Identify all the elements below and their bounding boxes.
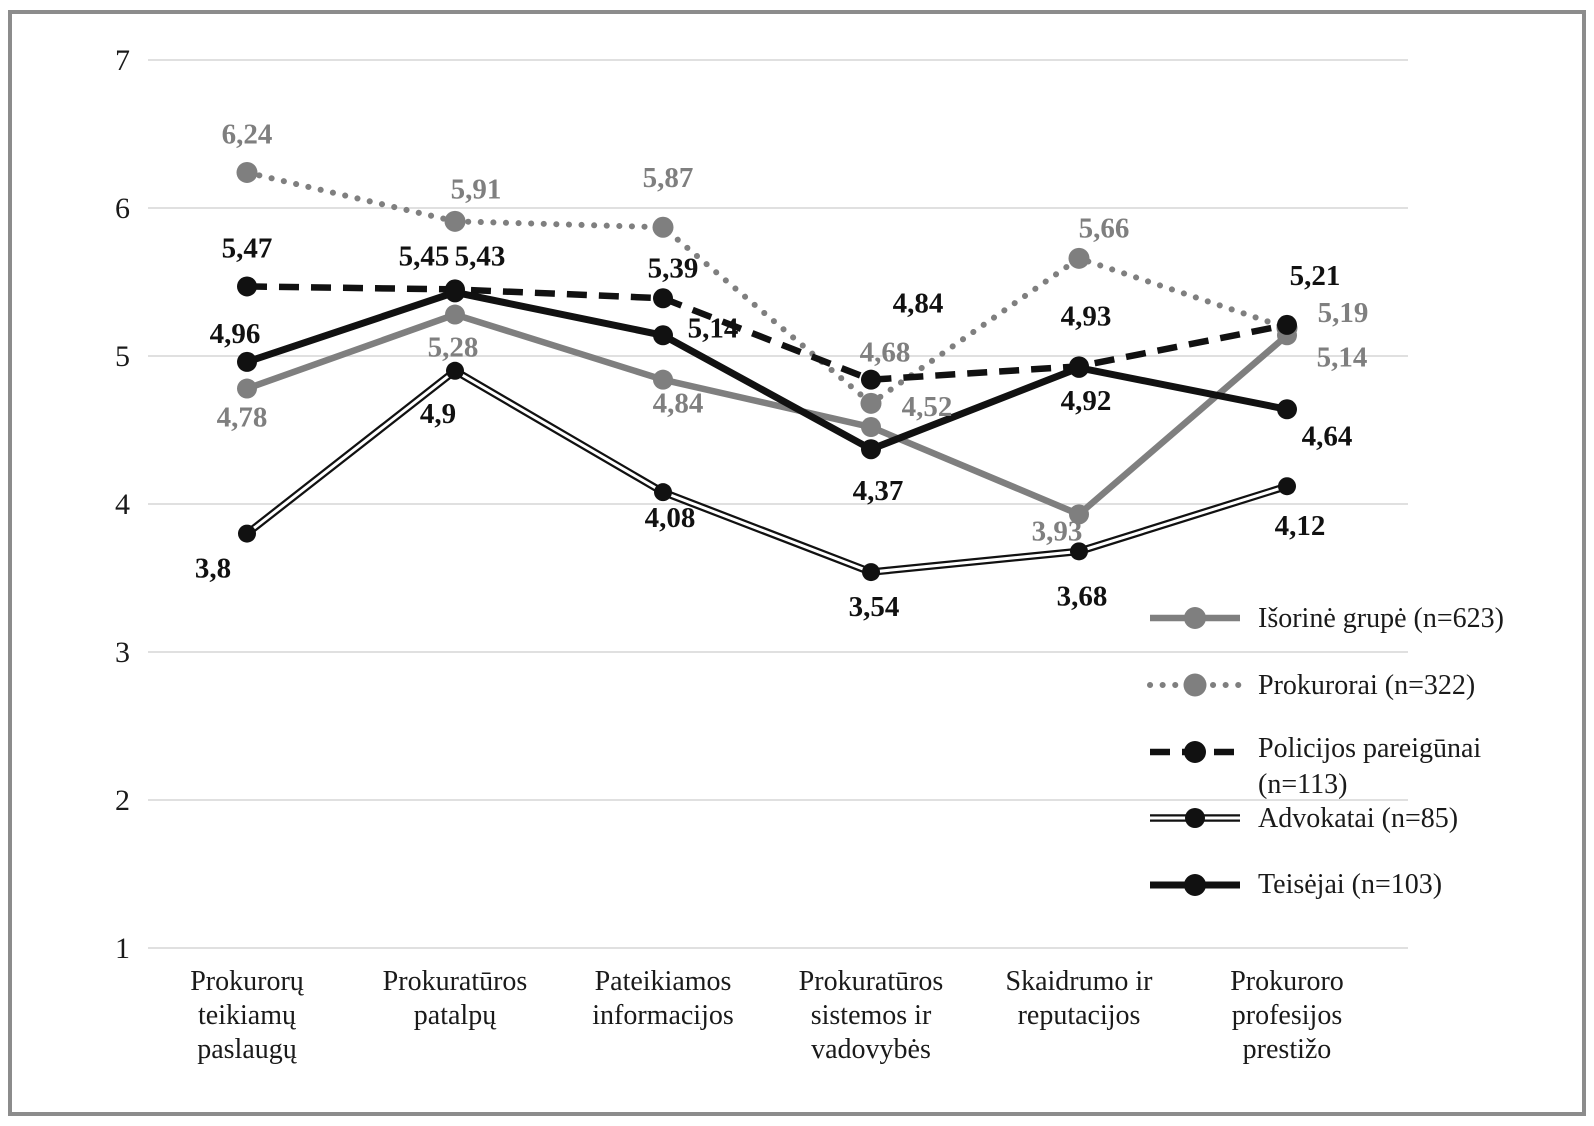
y-axis-tick-2: 2 xyxy=(115,784,130,817)
data-label-isorine-6: 5,14 xyxy=(1317,341,1368,373)
data-label-advokatai-2: 4,9 xyxy=(420,398,456,430)
data-label-isorine-1: 4,78 xyxy=(217,402,268,434)
series-prokurorai-line xyxy=(244,169,1290,407)
series-policijos-line xyxy=(246,283,1288,383)
data-point-advokatai-6 xyxy=(1278,477,1296,496)
figure-frame xyxy=(8,10,1586,1116)
data-point-prokurorai-4 xyxy=(860,392,882,414)
data-point-policijos-3 xyxy=(653,288,673,309)
data-label-isorine-3: 4,84 xyxy=(653,388,704,420)
data-point-isorine-5 xyxy=(1069,504,1089,525)
series-isorine-line xyxy=(245,311,1290,518)
series-teisejai-line xyxy=(245,288,1288,453)
legend-item-policijos: Policijos pareigūnai xyxy=(1258,733,1481,764)
y-axis-tick-6: 6 xyxy=(115,192,130,225)
data-label-advokatai-6: 4,12 xyxy=(1275,510,1326,542)
data-point-prokurorai-3 xyxy=(652,216,674,238)
data-point-prokurorai-1 xyxy=(236,161,258,183)
y-axis-tick-5: 5 xyxy=(115,340,130,373)
x-axis-label-4: Prokuratūros sistemos ir vadovybės xyxy=(799,966,944,1065)
data-label-advokatai-3: 4,08 xyxy=(645,502,696,534)
data-point-isorine-2 xyxy=(445,304,465,325)
data-label-isorine-2: 5,28 xyxy=(428,332,479,364)
data-label-prokurorai-1: 6,24 xyxy=(222,118,273,150)
data-point-teisejai-3 xyxy=(653,325,673,346)
data-label-isorine-4: 4,52 xyxy=(902,391,953,423)
data-label-advokatai-4: 3,54 xyxy=(849,591,900,623)
legend-marker-prokurorai xyxy=(1183,673,1207,697)
data-label-teisejai-3: 5,14 xyxy=(688,312,739,344)
data-point-teisejai-2 xyxy=(445,282,465,303)
data-point-advokatai-5 xyxy=(1070,542,1088,561)
data-label-policijos-1: 5,47 xyxy=(222,232,273,264)
data-label-policijos-2: 5,45 xyxy=(399,240,450,272)
x-axis-label-1: Prokurorų teikiamų paslaugų xyxy=(190,966,305,1065)
series-advokatai-inner-line xyxy=(246,369,1288,574)
data-point-policijos-6 xyxy=(1277,314,1297,335)
legend-item-policijos: (n=113) xyxy=(1258,769,1347,800)
legend-marker-isorine xyxy=(1184,607,1206,629)
data-label-advokatai-5: 3,68 xyxy=(1057,580,1108,612)
data-point-isorine-4 xyxy=(861,417,881,438)
data-label-policijos-4: 4,84 xyxy=(893,288,944,320)
x-axis-label-6: Prokuroro profesijos prestižo xyxy=(1230,966,1344,1065)
y-axis-tick-7: 7 xyxy=(115,44,130,77)
data-point-advokatai-1 xyxy=(238,524,256,543)
y-axis-tick-1: 1 xyxy=(115,932,130,965)
legend-item-teisejai: Teisėjai (n=103) xyxy=(1258,869,1442,900)
data-point-teisejai-1 xyxy=(237,351,257,372)
data-point-policijos-4 xyxy=(861,369,881,390)
data-point-advokatai-2 xyxy=(446,361,464,380)
data-label-isorine-5: 3,93 xyxy=(1032,515,1083,547)
data-label-prokurorai-6: 5,19 xyxy=(1318,297,1369,329)
data-point-isorine-3 xyxy=(653,369,673,390)
data-point-teisejai-6 xyxy=(1277,399,1297,420)
data-label-policijos-3: 5,39 xyxy=(648,252,699,284)
data-label-prokurorai-3: 5,87 xyxy=(643,162,694,194)
x-axis-label-3: Pateikiamos informacijos xyxy=(592,966,734,1031)
data-label-teisejai-4: 4,37 xyxy=(853,475,904,507)
data-point-advokatai-4 xyxy=(862,563,880,582)
x-axis-label-5: Skaidrumo ir reputacijos xyxy=(1006,966,1154,1031)
legend-marker-teisejai xyxy=(1184,874,1206,896)
data-label-teisejai-5: 4,92 xyxy=(1061,385,1112,417)
data-label-prokurorai-4: 4,68 xyxy=(860,336,911,368)
data-label-policijos-6: 5,21 xyxy=(1290,260,1341,292)
data-point-teisejai-5 xyxy=(1069,357,1089,378)
data-label-teisejai-2: 5,43 xyxy=(455,240,506,272)
data-point-isorine-1 xyxy=(237,378,257,399)
data-label-prokurorai-5: 5,66 xyxy=(1079,212,1130,244)
x-axis-label-2: Prokuratūros patalpų xyxy=(383,966,528,1031)
data-point-prokurorai-5 xyxy=(1068,247,1090,269)
data-label-prokurorai-2: 5,91 xyxy=(451,173,502,205)
legend-item-advokatai: Advokatai (n=85) xyxy=(1258,803,1458,834)
legend-marker-policijos xyxy=(1184,741,1206,763)
data-label-teisejai-6: 4,64 xyxy=(1302,420,1353,452)
data-point-advokatai-3 xyxy=(654,483,672,502)
data-point-policijos-1 xyxy=(237,276,257,297)
data-point-teisejai-4 xyxy=(861,439,881,460)
legend-item-prokurorai: Prokurorai (n=322) xyxy=(1258,670,1475,701)
data-point-prokurorai-2 xyxy=(444,210,466,232)
legend-item-isorine: Išorinė grupė (n=623) xyxy=(1258,603,1504,634)
legend-marker-advokatai xyxy=(1185,808,1205,828)
data-label-policijos-5: 4,93 xyxy=(1061,300,1112,332)
data-label-teisejai-1: 4,96 xyxy=(210,318,261,350)
y-axis-tick-4: 4 xyxy=(115,488,130,521)
data-label-advokatai-1: 3,8 xyxy=(195,553,231,585)
y-axis-tick-3: 3 xyxy=(115,636,130,669)
